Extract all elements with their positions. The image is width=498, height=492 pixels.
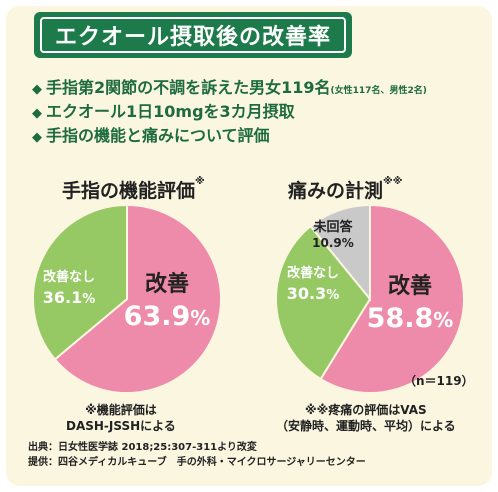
pie-slice [275,224,372,381]
note-line: （安静時、運動時、平均）による [276,419,456,433]
note-line: DASH-JSSHによる [66,419,176,433]
diamond-icon: ◆ [32,130,42,145]
slice-value: 36.1% [43,288,96,307]
chart-title-mark: ※ [195,176,205,187]
study-summary: ◆ 手指第2関節の不調を訴えた男女119名 (女性117名、男性2名) ◆ エク… [32,74,427,146]
chart-title-function: 手指の機能評価※ [62,176,205,203]
pie-slice [309,203,371,302]
bullet-note: (女性117名、男性2名) [330,86,427,96]
source-credits: 出典：日女性医学誌 2018;25:307-311より改変 提供：四谷メディカル… [28,440,366,470]
pie-chart-function: 改善 63.9% 改善なし 36.1% [32,203,222,394]
title-banner [34,12,352,58]
pie-slice [53,203,222,394]
title-frame [40,17,346,53]
chart-title-mark: ※※ [383,176,403,187]
percent-sign: % [326,288,339,303]
slice-label: 改善 [388,273,432,299]
bullet-text: 手指の機能と痛みについて評価 [46,126,270,145]
chart-title-pain: 痛みの計測※※ [288,176,402,203]
diamond-icon: ◆ [32,106,42,121]
bullet-item: ◆ 手指の機能と痛みについて評価 [32,122,427,146]
slice-value: 30.3% [287,284,340,303]
diamond-icon: ◆ [32,82,42,97]
percent-sign: % [190,306,210,330]
sample-size: （n＝119） [404,374,474,388]
slice-value: 63.9% [124,301,211,332]
percent-sign: % [433,308,453,332]
pie-slice [32,203,128,361]
note-line: ※機能評価は [85,403,157,417]
slice-label: 改善なし [43,269,95,285]
slice-label: 未回答 [312,219,353,235]
chart-note-function: ※機能評価は DASH-JSSHによる [66,402,176,434]
slice-value: 10.9% [312,236,354,250]
note-line: ※※疼痛の評価はVAS [304,403,427,417]
chart-title-text: 手指の機能評価 [62,180,196,202]
source-line: 出典：日女性医学誌 2018;25:307-311より改変 [28,442,257,453]
slice-value: 58.8% [367,303,454,334]
bullet-text: 手指第2関節の不調を訴えた男女119名 [46,78,331,97]
bullet-item: ◆ エクオール1日10mgを3カ月摂取 [32,98,427,122]
bullet-text: エクオール1日10mgを3カ月摂取 [46,102,295,121]
percent-sign: % [82,292,95,307]
pie-slice [319,203,465,394]
bullet-item: ◆ 手指第2関節の不調を訴えた男女119名 (女性117名、男性2名) [32,74,427,98]
provider-line: 提供：四谷メディカルキューブ 手の外科・マイクロサージャリーセンター [28,457,366,468]
slice-label: 改善なし [287,265,339,281]
chart-title-text: 痛みの計測 [288,180,384,202]
chart-note-pain: ※※疼痛の評価はVAS （安静時、運動時、平均）による [276,402,456,434]
slice-label: 改善 [145,271,189,297]
page-title: エクオール摂取後の改善率 [54,25,331,50]
